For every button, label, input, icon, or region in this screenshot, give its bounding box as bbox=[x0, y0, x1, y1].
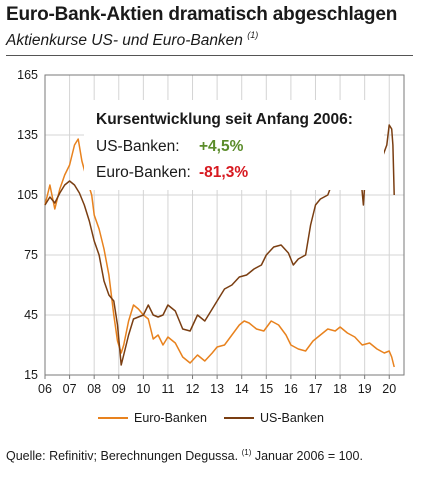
x-tick-label: 20 bbox=[382, 382, 396, 396]
source-note-text: Januar 2006 = 100. bbox=[254, 449, 363, 463]
x-tick-label: 15 bbox=[259, 382, 273, 396]
grid-lines bbox=[44, 74, 404, 376]
x-tick-label: 18 bbox=[333, 382, 347, 396]
x-tick-label: 06 bbox=[38, 382, 52, 396]
plot-frame bbox=[44, 74, 405, 376]
x-tick-label: 16 bbox=[284, 382, 298, 396]
x-tick-label: 08 bbox=[87, 382, 101, 396]
y-tick-label: 45 bbox=[24, 308, 38, 322]
x-axis-ticks: 06 07 08 09 10 11 12 13 14 15 16 17 18 19 20 bbox=[38, 375, 396, 396]
x-tick-label: 13 bbox=[210, 382, 224, 396]
x-tick-label: 19 bbox=[358, 382, 372, 396]
x-tick-label: 14 bbox=[235, 382, 249, 396]
x-tick-label: 12 bbox=[186, 382, 200, 396]
y-tick-label: 105 bbox=[17, 188, 38, 202]
annotation-box: Kursentwicklung seit Anfang 2006: US-Ban… bbox=[84, 100, 384, 190]
y-tick-label: 135 bbox=[17, 128, 38, 142]
page-title: Euro-Bank-Aktien dramatisch abgeschlagen bbox=[6, 4, 398, 25]
annotation-heading: Kursentwicklung seit Anfang 2006: bbox=[96, 111, 353, 128]
annotation-us-value: +4,5% bbox=[199, 138, 244, 155]
legend-label-euro-banken: Euro-Banken bbox=[134, 411, 207, 425]
y-axis-ticks: 15 45 75 105 135 165 bbox=[17, 68, 38, 382]
x-tick-label: 11 bbox=[161, 382, 174, 396]
annotation-euro-value: -81,3% bbox=[199, 164, 248, 181]
chart: 15 45 75 105 135 165 06 07 08 09 10 11 12 13 14 15 16 17… bbox=[17, 68, 405, 425]
y-tick-label: 75 bbox=[24, 248, 38, 262]
title-divider bbox=[6, 55, 413, 56]
subtitle-footnote-marker: (1) bbox=[247, 30, 259, 40]
subtitle-text: Aktienkurse US- und Euro-Banken bbox=[6, 32, 243, 49]
annotation-euro-label: Euro-Banken: bbox=[96, 164, 191, 181]
page-subtitle: Aktienkurse US- und Euro-Banken (1) bbox=[6, 30, 258, 50]
source-note: Quelle: Refinitiv; Berechnungen Degussa.… bbox=[6, 448, 363, 463]
y-tick-label: 165 bbox=[17, 68, 38, 82]
series-line-euro-banken bbox=[44, 138, 395, 368]
y-tick-label: 15 bbox=[24, 368, 38, 382]
annotation-us-label: US-Banken: bbox=[96, 138, 180, 155]
x-tick-label: 07 bbox=[63, 382, 77, 396]
annotation-background bbox=[84, 100, 384, 190]
x-tick-label: 10 bbox=[136, 382, 150, 396]
x-tick-label: 17 bbox=[309, 382, 323, 396]
legend: Euro-Banken US-Banken bbox=[98, 411, 324, 425]
source-text: Quelle: Refinitiv; Berechnungen Degussa. bbox=[6, 449, 239, 463]
legend-label-us-banken: US-Banken bbox=[260, 411, 324, 425]
source-footnote-marker: (1) bbox=[241, 448, 252, 457]
x-tick-label: 09 bbox=[112, 382, 126, 396]
